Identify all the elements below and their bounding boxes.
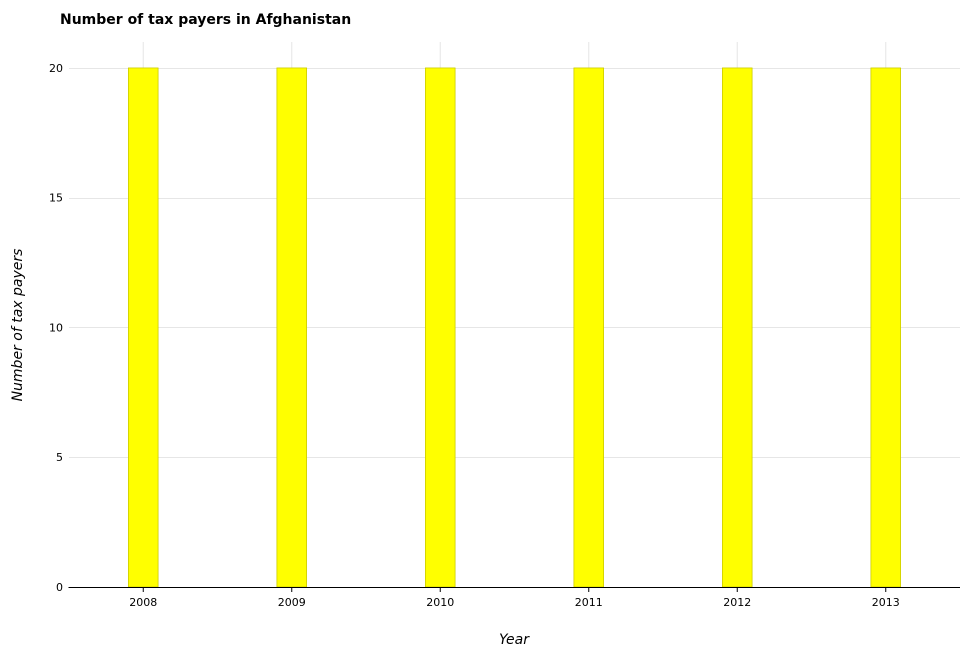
x-tick-label: 2013 [872,596,900,609]
bar-2009 [276,67,307,588]
y-tick-label: 0 [56,581,63,594]
x-axis-label: Year [499,632,530,648]
grid [69,42,960,588]
bar-2013 [870,67,902,588]
bar-2011 [573,67,605,588]
chart-title: Number of tax payers in Afghanistan [60,12,351,28]
y-tick-label: 10 [49,321,63,334]
x-tick-labels: 2008 2009 2010 2011 2012 2013 [129,587,900,609]
y-tick-label: 20 [49,62,63,75]
y-tick-label: 15 [49,192,63,205]
bar-2010 [424,67,456,588]
bar-2012 [722,67,753,588]
x-tick-label: 2010 [426,596,454,609]
y-axis-label: Number of tax payers [10,249,26,402]
x-tick-label: 2012 [723,596,751,609]
x-tick-label: 2008 [129,596,157,609]
y-tick-label: 5 [56,451,63,464]
y-tick-labels: 0 5 10 15 20 [49,62,63,594]
bars [127,67,902,588]
x-tick-label: 2011 [575,596,603,609]
bar-2008 [127,67,159,588]
x-tick-label: 2009 [278,596,306,609]
